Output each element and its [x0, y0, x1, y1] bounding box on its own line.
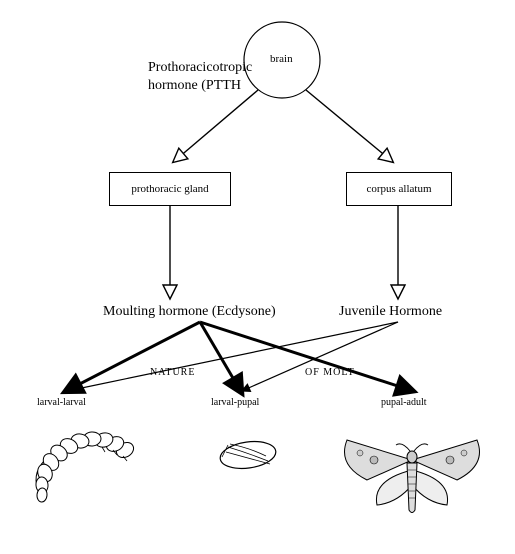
arrow-ecdysone-to-adult — [200, 322, 410, 390]
stage-larval-larval: larval-larval — [37, 397, 86, 408]
ptth-label-line2: hormone (PTTH — [148, 78, 241, 94]
pupa-illustration — [218, 438, 277, 472]
prothoracic-gland-label: prothoracic gland — [131, 183, 208, 195]
band-text-ofmolt: OF MOLT — [305, 367, 355, 378]
arrow-brain-to-corpus — [306, 90, 388, 158]
ecdysone-label: Moulting hormone (Ecdysone) — [103, 304, 276, 320]
ptth-label-line1: Prothoracicotropic — [148, 60, 252, 76]
band-text-nature: NATURE — [150, 367, 195, 378]
corpus-allatum-box: corpus allatum — [346, 172, 452, 206]
brain-label: brain — [270, 53, 293, 65]
ptth-hormone-word: hormone (PTTH — [148, 78, 241, 93]
arrow-ecdysone-to-larval — [68, 322, 200, 390]
moth-illustration — [345, 440, 480, 513]
stage-larval-pupal: larval-pupal — [211, 397, 259, 408]
corpus-allatum-label: corpus allatum — [366, 183, 431, 195]
diagram-root: brain Prothoracicotropic hormone (PTTH p… — [0, 0, 515, 554]
arrow-brain-to-prothoracic — [178, 90, 258, 158]
diagram-lines — [0, 0, 515, 554]
juvenile-hormone-label: Juvenile Hormone — [339, 304, 442, 320]
prothoracic-gland-box: prothoracic gland — [109, 172, 231, 206]
larva-illustration — [35, 431, 136, 503]
stage-pupal-adult: pupal-adult — [381, 397, 427, 408]
